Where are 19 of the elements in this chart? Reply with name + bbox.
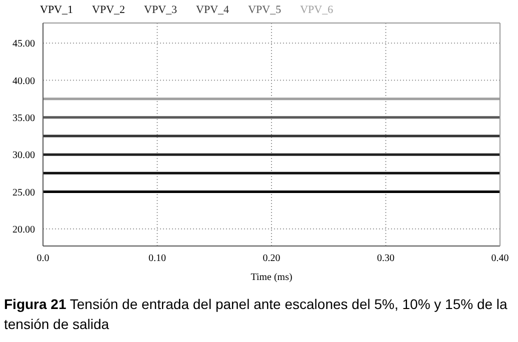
y-tick-label: 25.00 <box>12 187 35 198</box>
y-tick-label: 30.00 <box>12 150 35 162</box>
y-tick-label: 20.00 <box>12 224 35 236</box>
y-tick-label: 45.00 <box>12 38 35 50</box>
x-tick-label: 0.10 <box>148 253 166 264</box>
text: Figura 21 Tensión de entrada del panel ante escalones del 5%, 10% y 15% de la tensión de salida <box>4 295 508 334</box>
text: VPV_3 <box>144 4 178 16</box>
text: VPV_5 <box>248 4 282 16</box>
x-tick-label: 0.0 <box>36 253 50 264</box>
x-axis-title: Time (ms) <box>250 272 292 283</box>
x-tick-label: 0.20 <box>262 253 280 264</box>
y-tick-label: 40.00 <box>12 76 35 87</box>
x-tick-label: 0.30 <box>377 253 394 264</box>
y-tick-label: 35.00 <box>12 112 35 124</box>
text: VPV_4 <box>196 4 230 16</box>
x-tick-label: 0.40 <box>491 253 509 264</box>
text: VPV_1 <box>40 4 74 16</box>
text: VPV_2 <box>92 4 126 16</box>
text: VPV_6 <box>300 4 334 16</box>
